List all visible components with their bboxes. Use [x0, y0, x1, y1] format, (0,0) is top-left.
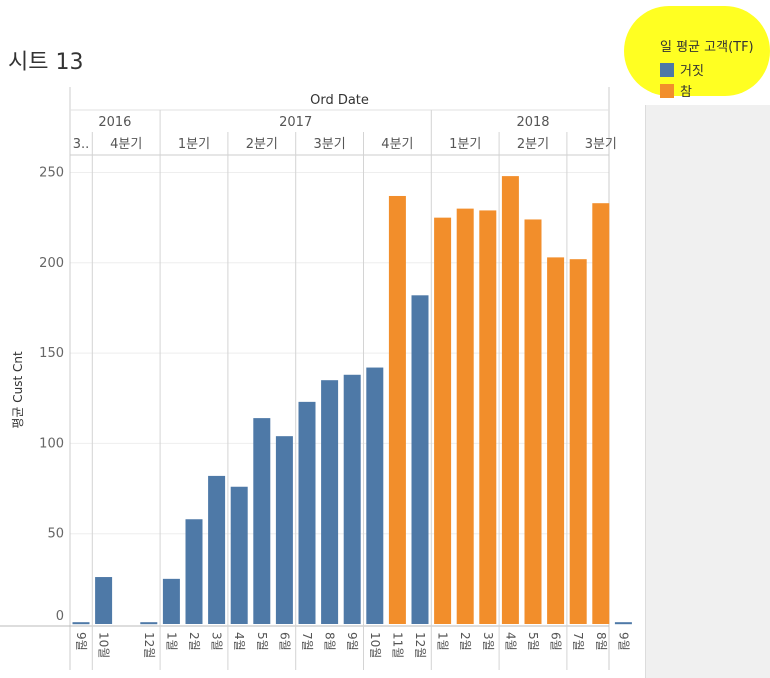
- x-tick-label: 6월: [549, 632, 563, 651]
- x-axis-labels: 9월 10월 12월 1월 2월 3월 4월 5월 6월 7월 8월 9월 10월 11월 12월 1월 2월 3…: [74, 632, 630, 658]
- side-panel: [645, 105, 770, 678]
- x-tick-label: 6월: [277, 632, 291, 651]
- x-tick-label: 5월: [526, 632, 540, 651]
- year-label: 2017: [279, 115, 312, 130]
- legend-title: 일 평균 고객(TF): [660, 40, 754, 55]
- y-tick-label: 0: [56, 609, 64, 624]
- x-tick-label: 5월: [255, 632, 269, 651]
- x-tick-label: 1월: [436, 632, 450, 651]
- quarter-label: 3..: [73, 137, 90, 152]
- x-tick-label: 2월: [187, 632, 201, 651]
- x-tick-label: 9월: [74, 632, 88, 651]
- legend-label-false: 거짓: [680, 64, 704, 79]
- bar[interactable]: [388, 195, 406, 624]
- bar[interactable]: [614, 622, 632, 625]
- bar[interactable]: [456, 208, 474, 624]
- x-tick-label: 7월: [571, 632, 585, 651]
- x-tick-label: 11월: [390, 632, 404, 658]
- bar[interactable]: [366, 367, 384, 624]
- x-tick-label: 1월: [164, 632, 178, 651]
- y-axis-title: 평균 Cust Cnt: [11, 351, 25, 429]
- bar-chart: Ord Date 3.. 4분기 1분기 2분기 3분기 4분기 1분기 2분기 3분기 2016…: [0, 87, 632, 670]
- x-tick-label: 10월: [97, 632, 111, 658]
- y-tick-label: 50: [47, 527, 64, 542]
- bar[interactable]: [343, 374, 361, 624]
- bar[interactable]: [253, 418, 271, 624]
- y-tick-label: 200: [39, 256, 64, 271]
- quarter-label: 1분기: [178, 137, 210, 152]
- x-tick-label: 3월: [481, 632, 495, 651]
- x-tick-label: 9월: [345, 632, 359, 651]
- legend-highlight: [624, 6, 770, 96]
- legend-label-true: 참: [680, 85, 692, 100]
- bar[interactable]: [230, 486, 248, 624]
- bar[interactable]: [208, 475, 226, 624]
- bar[interactable]: [140, 622, 158, 625]
- legend-swatch-true: [660, 83, 674, 98]
- y-tick-label: 250: [39, 166, 64, 181]
- quarter-label: 3분기: [313, 137, 345, 152]
- bar[interactable]: [501, 176, 519, 624]
- bar[interactable]: [479, 210, 497, 624]
- bar[interactable]: [72, 622, 90, 625]
- y-tick-label: 150: [39, 346, 64, 361]
- y-axis: 평균 Cust Cnt 0 50 100 150 200 250: [11, 166, 64, 625]
- x-axis-title: Ord Date: [310, 93, 369, 108]
- x-tick-label: 12월: [142, 632, 156, 658]
- y-tick-label: 100: [39, 436, 64, 451]
- quarter-label: 2분기: [517, 137, 549, 152]
- x-tick-label: 8월: [323, 632, 337, 651]
- bar[interactable]: [298, 401, 316, 624]
- x-tick-label: 8월: [594, 632, 608, 651]
- sheet-title: 시트 13: [8, 50, 84, 75]
- bar[interactable]: [547, 257, 565, 624]
- bar[interactable]: [321, 380, 339, 624]
- bar[interactable]: [185, 519, 203, 624]
- bar[interactable]: [592, 203, 610, 624]
- x-tick-label: 3월: [210, 632, 224, 651]
- legend-swatch-false: [660, 62, 674, 77]
- x-tick-label: 4월: [503, 632, 517, 651]
- column-headers: Ord Date 3.. 4분기 1분기 2분기 3분기 4분기 1분기 2분기 3분기 2016…: [73, 93, 617, 152]
- bars: [72, 176, 632, 625]
- bar[interactable]: [569, 259, 587, 624]
- bar[interactable]: [411, 295, 429, 624]
- legend-item-false[interactable]: 거짓: [660, 59, 754, 80]
- legend-item-true[interactable]: 참: [660, 80, 754, 101]
- x-tick-label: 2월: [458, 632, 472, 651]
- year-label: 2016: [98, 115, 131, 130]
- x-tick-label: 10월: [368, 632, 382, 658]
- bar[interactable]: [95, 577, 113, 624]
- x-tick-label: 12월: [413, 632, 427, 658]
- quarter-label: 3분기: [585, 137, 617, 152]
- year-label: 2018: [516, 115, 549, 130]
- bar[interactable]: [524, 219, 542, 624]
- bar[interactable]: [434, 217, 452, 624]
- x-tick-label: 9월: [616, 632, 630, 651]
- quarter-label: 4분기: [110, 137, 142, 152]
- x-tick-label: 4월: [232, 632, 246, 651]
- bar[interactable]: [162, 578, 180, 624]
- quarter-label: 1분기: [449, 137, 481, 152]
- legend: 일 평균 고객(TF) 거짓 참: [660, 36, 754, 101]
- bar[interactable]: [275, 436, 293, 624]
- x-tick-label: 7월: [300, 632, 314, 651]
- quarter-label: 2분기: [246, 137, 278, 152]
- quarter-label: 4분기: [381, 137, 413, 152]
